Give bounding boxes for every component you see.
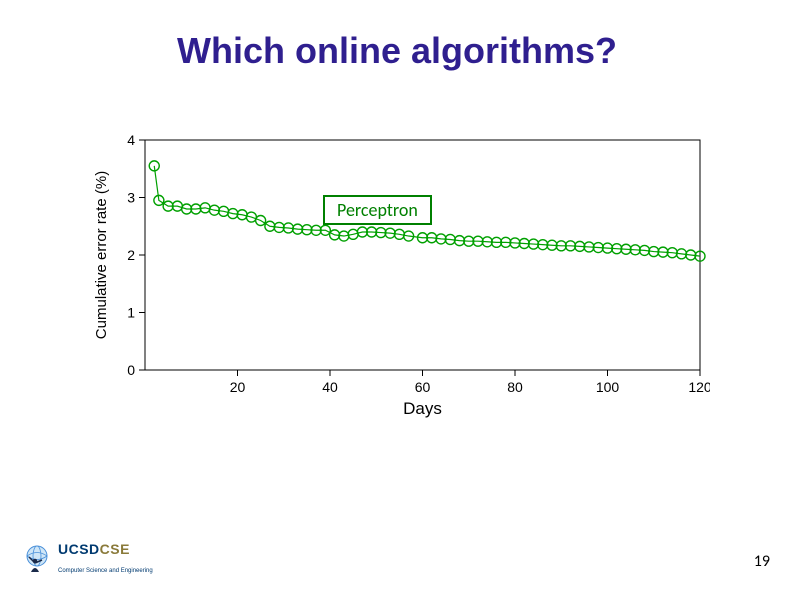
svg-text:Cumulative error rate (%): Cumulative error rate (%) <box>93 171 110 339</box>
legend-label: Perceptron <box>337 199 418 221</box>
svg-text:Days: Days <box>403 399 442 418</box>
ucsd-cse-logo: UCSDCSE Computer Science and Engineering <box>22 541 153 577</box>
error-rate-chart: 0 1 2 3 4 20 40 60 80 100 120 Days Cumulative error … <box>90 130 710 420</box>
svg-text:2: 2 <box>127 247 135 263</box>
logo-subtext: Computer Science and Engineering <box>58 568 153 574</box>
globe-person-icon <box>22 544 52 574</box>
svg-text:120: 120 <box>688 379 710 395</box>
page-title: Which online algorithms? <box>0 30 794 72</box>
svg-text:20: 20 <box>230 379 246 395</box>
svg-text:4: 4 <box>127 132 135 148</box>
svg-text:60: 60 <box>415 379 431 395</box>
svg-text:0: 0 <box>127 362 135 378</box>
logo-text: UCSDCSE <box>58 541 130 557</box>
svg-text:3: 3 <box>127 190 135 206</box>
svg-text:100: 100 <box>596 379 620 395</box>
svg-text:1: 1 <box>127 305 135 321</box>
svg-text:40: 40 <box>322 379 338 395</box>
legend-perceptron: Perceptron <box>323 195 432 225</box>
page-number: 19 <box>754 552 770 571</box>
chart-region: 0 1 2 3 4 20 40 60 80 100 120 Days Cumulative error … <box>90 130 710 420</box>
svg-text:80: 80 <box>507 379 523 395</box>
